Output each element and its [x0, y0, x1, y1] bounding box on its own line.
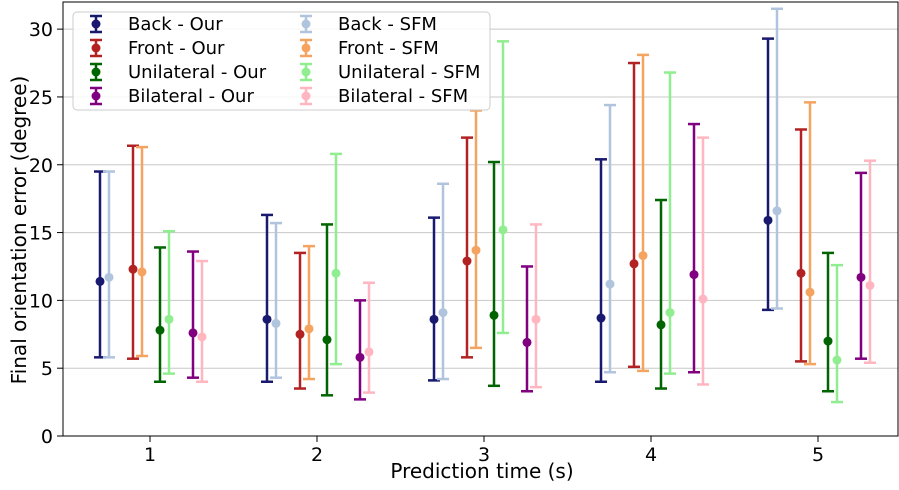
series-bilateral-sfm	[196, 136, 876, 394]
mean-point	[331, 268, 341, 278]
axes: 0 5 10 15 20 25 30 1 2 3 4 5	[29, 1, 899, 466]
legend-label: Back - SFM	[338, 14, 437, 35]
error-bars	[94, 7, 876, 404]
legend-label: Front - Our	[128, 38, 225, 59]
mean-point	[522, 337, 532, 347]
series-back-sfm	[103, 7, 783, 381]
legend-marker-point	[301, 19, 311, 29]
legend-item: Bilateral - Our	[90, 86, 254, 107]
legend-label: Front - SFM	[338, 38, 439, 59]
y-tick-label: 15	[29, 223, 53, 245]
mean-point	[629, 259, 639, 269]
legend-label: Unilateral - Our	[128, 62, 267, 83]
legend-label: Bilateral - SFM	[338, 86, 468, 107]
mean-point	[471, 245, 481, 255]
x-tick-label: 3	[478, 444, 490, 466]
legend-box	[72, 11, 491, 111]
legend-item: Front - SFM	[300, 38, 439, 59]
legend-item: Unilateral - Our	[90, 62, 267, 83]
mean-point	[188, 328, 198, 338]
legend-marker-point	[91, 19, 101, 29]
mean-point	[796, 268, 806, 278]
series-unilateral-our	[154, 160, 834, 397]
mean-point	[805, 287, 815, 297]
mean-point	[498, 225, 508, 235]
mean-point	[429, 314, 439, 324]
x-tick-label: 1	[144, 444, 156, 466]
mean-point	[596, 313, 606, 323]
legend-item: Front - Our	[90, 38, 225, 59]
mean-point	[462, 256, 472, 266]
legend: Back - Our Front - Our Unilateral - Our Bil…	[72, 11, 491, 111]
mean-point	[271, 318, 281, 328]
y-axis-label: Final orientation error (degree)	[7, 76, 31, 385]
legend-marker-point	[301, 91, 311, 101]
mean-point	[164, 314, 174, 324]
mean-point	[531, 314, 541, 324]
mean-point	[638, 251, 648, 261]
mean-point	[304, 324, 314, 334]
y-tick-label: 10	[29, 290, 53, 312]
mean-point	[438, 308, 448, 318]
y-tick-label: 0	[41, 426, 53, 448]
mean-point	[197, 332, 207, 342]
legend-label: Unilateral - SFM	[338, 62, 480, 83]
legend-marker-point	[91, 43, 101, 53]
mean-point	[772, 206, 782, 216]
y-tick-label: 5	[41, 358, 53, 380]
series-front-sfm	[136, 53, 816, 381]
mean-point	[355, 352, 365, 362]
mean-point	[155, 325, 165, 335]
legend-label: Bilateral - Our	[128, 86, 254, 107]
legend-marker-point	[91, 67, 101, 77]
mean-point	[262, 314, 272, 324]
x-tick-label: 4	[645, 444, 657, 466]
mean-point	[865, 280, 875, 290]
mean-point	[104, 272, 114, 282]
legend-marker-point	[301, 67, 311, 77]
series-front-our	[127, 61, 807, 390]
mean-point	[128, 264, 138, 274]
legend-item: Back - Our	[90, 14, 223, 35]
series-back-our	[94, 37, 774, 383]
mean-point	[605, 279, 615, 289]
mean-point	[95, 276, 105, 286]
legend-item: Back - SFM	[300, 14, 437, 35]
y-tick-label: 25	[29, 87, 53, 109]
mean-point	[832, 355, 842, 365]
y-tick-label: 30	[29, 19, 53, 41]
legend-item: Bilateral - SFM	[300, 86, 468, 107]
x-tick-label: 2	[311, 444, 323, 466]
y-tick-label: 20	[29, 155, 53, 177]
mean-point	[364, 347, 374, 357]
mean-point	[856, 272, 866, 282]
mean-point	[763, 215, 773, 225]
mean-point	[689, 270, 699, 280]
mean-point	[698, 294, 708, 304]
x-axis-label: Prediction time (s)	[390, 459, 573, 483]
plot-frame	[62, 1, 899, 437]
mean-point	[295, 329, 305, 339]
legend-label: Back - Our	[128, 14, 223, 35]
mean-point	[322, 335, 332, 345]
series-unilateral-sfm	[163, 40, 843, 404]
mean-point	[137, 267, 147, 277]
legend-marker-point	[91, 91, 101, 101]
mean-point	[665, 308, 675, 318]
mean-point	[489, 310, 499, 320]
legend-marker-point	[301, 43, 311, 53]
x-tick-label: 5	[812, 444, 824, 466]
mean-point	[656, 320, 666, 330]
mean-point	[823, 336, 833, 346]
legend-item: Unilateral - SFM	[300, 62, 480, 83]
series-bilateral-our	[187, 122, 867, 401]
